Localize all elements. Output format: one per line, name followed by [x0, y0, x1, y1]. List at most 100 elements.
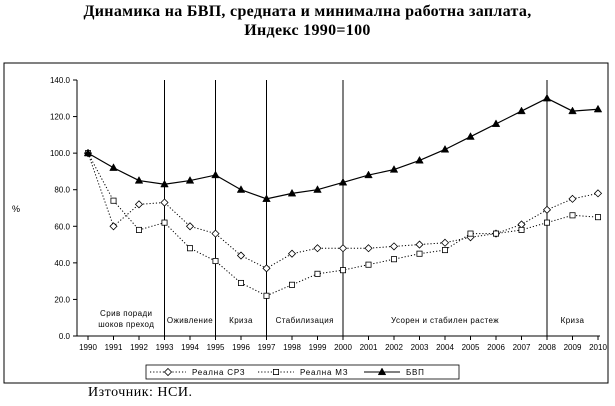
x-tick-label: 1997 — [258, 343, 276, 352]
legend-swatch-marker — [377, 367, 387, 376]
series-real-min-wage-point — [441, 247, 448, 254]
series-gdp-point — [134, 176, 144, 184]
x-tick-label: 2008 — [538, 343, 556, 352]
x-tick-label: 2009 — [564, 343, 582, 352]
x-tick-label: 2001 — [360, 343, 378, 352]
x-tick-label: 1999 — [309, 343, 327, 352]
series-real-avg-wage-line — [87, 152, 599, 269]
series-real-min-wage — [85, 150, 602, 299]
x-tick-label: 2000 — [334, 343, 352, 352]
series-real-avg-wage-point — [185, 222, 195, 231]
series-real-avg-wage-point — [134, 200, 144, 209]
series-gdp — [83, 93, 603, 202]
series-real-min-wage-point — [518, 226, 525, 233]
series-real-min-wage-point — [135, 226, 142, 233]
series-real-avg-wage-point — [236, 251, 246, 260]
x-tick-label: 1994 — [181, 343, 199, 352]
x-tick-label: 2004 — [436, 343, 454, 352]
series-real-avg-wage-point — [593, 189, 603, 198]
legend-label: Реална СРЗ — [192, 368, 245, 377]
series-real-min-wage-point — [110, 197, 117, 204]
legend-swatch-marker — [272, 368, 279, 375]
chart-frame — [3, 62, 609, 384]
series-real-min-wage-point — [263, 292, 270, 299]
series-real-avg-wage-point — [415, 240, 424, 249]
chart-title-line-2: Индекс 1990=100 — [244, 22, 371, 39]
series-real-min-wage-point — [314, 270, 321, 277]
y-tick-label: 60.0 — [54, 222, 70, 231]
series-gdp-point — [440, 144, 450, 153]
chart-title-line-1: Динамика на БВП, средната и минимална ра… — [83, 3, 532, 20]
x-tick-label: 2005 — [462, 343, 480, 352]
x-tick-label: 2007 — [513, 343, 531, 352]
x-tick-label: 2003 — [411, 343, 429, 352]
series-real-min-wage-point — [186, 245, 193, 252]
series-gdp-point — [466, 132, 475, 140]
period-label: Срив поради — [100, 309, 152, 318]
series-real-min-wage-point — [339, 267, 346, 274]
series-real-min-wage-point — [212, 258, 219, 265]
series-real-avg-wage-point — [109, 222, 118, 231]
series-gdp-point — [338, 177, 348, 186]
x-tick-label: 1996 — [232, 343, 250, 352]
y-tick-label: 0.0 — [59, 332, 71, 341]
x-tick-label: 1992 — [130, 343, 148, 352]
series-real-avg-wage-point — [287, 249, 297, 258]
series-gdp-point — [185, 176, 195, 184]
series-real-min-wage-point — [595, 214, 602, 221]
series-gdp-point — [364, 170, 373, 179]
series-real-min-wage-point — [467, 230, 474, 237]
series-real-avg-wage-point — [568, 194, 577, 203]
series-real-avg-wage-point — [440, 238, 450, 247]
series-gdp-point — [160, 179, 169, 188]
series-real-min-wage-point — [288, 281, 295, 288]
period-label: Усорен и стабилен растеж — [391, 316, 499, 325]
legend-box — [145, 364, 460, 380]
series-real-avg-wage-point — [517, 220, 526, 229]
series-real-avg-wage-point — [262, 264, 271, 273]
series-real-min-wage-point — [492, 230, 499, 237]
period-label: Криза — [229, 316, 253, 325]
period-label: Стабилизация — [276, 316, 334, 325]
series-gdp-point — [109, 163, 118, 171]
source-note: Източник: НСИ. — [88, 385, 193, 400]
series-gdp-point — [491, 119, 501, 127]
period-label: Оживление — [167, 316, 213, 325]
y-tick-label: 40.0 — [54, 259, 70, 268]
y-tick-label: 100.0 — [50, 149, 71, 158]
x-tick-label: 1993 — [156, 343, 174, 352]
x-tick-label: 1990 — [79, 343, 97, 352]
y-axis-label: % — [12, 204, 20, 214]
x-tick-label: 1998 — [283, 343, 301, 352]
series-real-avg-wage-point — [160, 198, 169, 207]
legend-label: Реална МЗ — [300, 368, 348, 377]
series-gdp-point — [542, 93, 552, 102]
series-real-min-wage-point — [544, 219, 551, 226]
series-gdp-point — [287, 188, 297, 197]
period-label: Криза — [561, 316, 585, 325]
series-real-min-wage-point — [416, 250, 423, 257]
series-gdp-point — [415, 155, 424, 164]
y-tick-label: 80.0 — [54, 186, 70, 195]
series-real-min-wage-point — [569, 212, 576, 219]
series-gdp-point — [568, 106, 577, 115]
y-tick-label: 20.0 — [54, 295, 70, 304]
series-real-avg-wage-point — [364, 244, 373, 253]
series-gdp-point — [83, 148, 93, 157]
series-real-min-wage-point — [237, 279, 244, 286]
legend-swatch-marker — [163, 367, 173, 377]
series-real-min-wage-point — [365, 261, 372, 268]
series-real-min-wage-point — [390, 256, 397, 263]
y-tick-label: 120.0 — [50, 113, 71, 122]
series-gdp-point — [236, 185, 246, 193]
y-tick-label: 140.0 — [50, 76, 71, 85]
series-gdp-point — [211, 170, 220, 179]
series-gdp-point — [313, 185, 322, 193]
series-gdp-point — [517, 106, 526, 115]
series-real-avg-wage-point — [542, 205, 552, 214]
x-tick-label: 2002 — [385, 343, 403, 352]
series-real-avg-wage-point — [211, 229, 220, 238]
series-gdp-point — [593, 104, 603, 113]
x-tick-label: 2010 — [589, 343, 607, 352]
